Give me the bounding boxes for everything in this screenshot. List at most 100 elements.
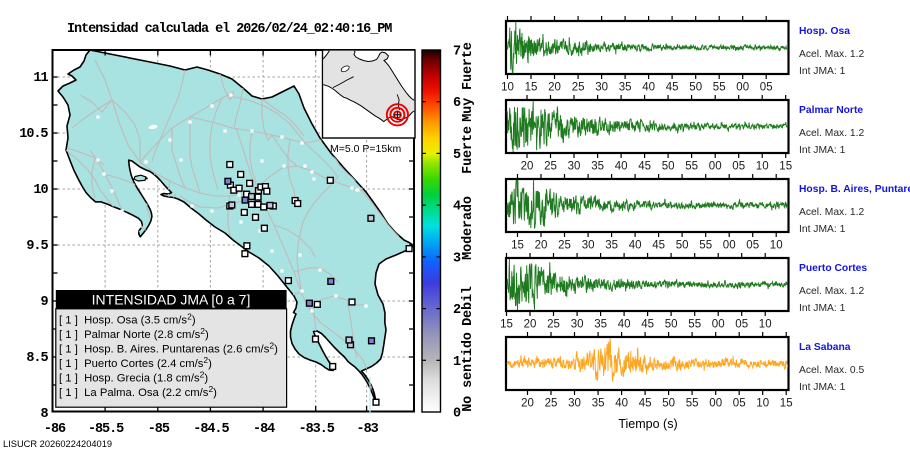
- svg-text:Acel. Max. 1.2: Acel. Max. 1.2: [799, 128, 865, 139]
- svg-text:Muy Fuerte: Muy Fuerte: [461, 42, 476, 122]
- svg-text:10: 10: [756, 161, 769, 173]
- svg-text:Acel. Max. 0.5: Acel. Max. 0.5: [799, 365, 865, 376]
- svg-text:Fuerte: Fuerte: [461, 126, 476, 174]
- svg-text:10: 10: [770, 240, 783, 252]
- svg-text:Tiempo (s): Tiempo (s): [618, 417, 677, 431]
- svg-text:Acel. Max. 1.2: Acel. Max. 1.2: [799, 286, 865, 297]
- svg-text:05: 05: [746, 240, 759, 252]
- svg-text:50: 50: [665, 319, 678, 331]
- svg-text:50: 50: [662, 161, 675, 173]
- svg-text:-84.5: -84.5: [193, 422, 229, 437]
- svg-text:45: 45: [641, 319, 654, 331]
- svg-text:55: 55: [713, 82, 726, 94]
- svg-text:20: 20: [521, 398, 534, 410]
- svg-text:25: 25: [544, 161, 557, 173]
- svg-text:No sentido: No sentido: [461, 332, 476, 412]
- svg-text:55: 55: [686, 398, 699, 410]
- svg-text:35: 35: [619, 82, 632, 94]
- svg-text:40: 40: [615, 161, 628, 173]
- svg-text:[ 1 ] Puerto Cortes (2.4 cm/s: [ 1 ] Puerto Cortes (2.4 cm/s2): [59, 355, 212, 370]
- svg-text:55: 55: [699, 240, 712, 252]
- svg-text:20: 20: [535, 240, 548, 252]
- svg-text:15: 15: [780, 398, 793, 410]
- svg-text:05: 05: [732, 161, 745, 173]
- svg-text:La Sabana: La Sabana: [799, 342, 851, 353]
- svg-text:Palmar Norte: Palmar Norte: [799, 105, 863, 116]
- svg-text:10: 10: [759, 319, 772, 331]
- svg-text:35: 35: [592, 398, 605, 410]
- svg-text:Moderado: Moderado: [461, 196, 476, 260]
- svg-text:50: 50: [676, 240, 689, 252]
- svg-text:0: 0: [453, 407, 461, 422]
- svg-text:35: 35: [591, 161, 604, 173]
- svg-text:10.5: 10.5: [19, 127, 48, 142]
- svg-text:-86: -86: [44, 422, 66, 437]
- svg-text:-83: -83: [357, 422, 379, 437]
- svg-text:3: 3: [453, 251, 461, 266]
- svg-text:[ 1 ] Hosp. Grecia (1.8 cm/s2: [ 1 ] Hosp. Grecia (1.8 cm/s2): [59, 370, 208, 385]
- svg-text:25: 25: [545, 398, 558, 410]
- svg-text:[ 1 ] Hosp. Osa (3.5 cm/s2): [ 1 ] Hosp. Osa (3.5 cm/s2): [59, 312, 196, 327]
- svg-text:40: 40: [629, 240, 642, 252]
- svg-text:11: 11: [33, 71, 48, 86]
- svg-text:15: 15: [779, 161, 792, 173]
- svg-text:20: 20: [548, 82, 561, 94]
- svg-text:30: 30: [571, 319, 584, 331]
- svg-text:50: 50: [662, 398, 675, 410]
- svg-text:[ 1 ] Palmar Norte (2.8 cm/s2: [ 1 ] Palmar Norte (2.8 cm/s2): [59, 326, 209, 341]
- svg-text:00: 00: [736, 82, 749, 94]
- svg-text:20: 20: [524, 319, 537, 331]
- svg-text:05: 05: [735, 319, 748, 331]
- svg-text:Puerto Cortes: Puerto Cortes: [799, 263, 867, 274]
- svg-text:40: 40: [618, 319, 631, 331]
- svg-text:30: 30: [568, 161, 581, 173]
- svg-text:Acel. Max. 1.2: Acel. Max. 1.2: [799, 49, 865, 60]
- svg-text:Intensidad calculada el 2026/0: Intensidad calculada el 2026/02/24_02:40…: [67, 22, 392, 37]
- svg-text:6: 6: [453, 96, 461, 111]
- svg-text:25: 25: [558, 240, 571, 252]
- svg-text:LISUCR 20260224204019: LISUCR 20260224204019: [3, 439, 112, 449]
- svg-text:4: 4: [453, 200, 461, 215]
- svg-text:15: 15: [500, 319, 513, 331]
- svg-text:55: 55: [685, 161, 698, 173]
- svg-text:Int JMA: 1: Int JMA: 1: [799, 145, 846, 156]
- svg-text:00: 00: [723, 240, 736, 252]
- svg-text:7: 7: [453, 45, 461, 60]
- svg-text:Acel. Max. 1.2: Acel. Max. 1.2: [799, 207, 865, 218]
- svg-text:[ 1 ] Hosp. B. Aires. Puntare: [ 1 ] Hosp. B. Aires. Puntarenas (2.6 cm…: [59, 341, 278, 356]
- svg-text:35: 35: [594, 319, 607, 331]
- svg-text:40: 40: [642, 82, 655, 94]
- svg-text:Hosp. B. Aires, Puntarenas: Hosp. B. Aires, Puntarenas: [799, 184, 910, 195]
- svg-text:8: 8: [40, 407, 48, 422]
- svg-text:30: 30: [568, 398, 581, 410]
- svg-text:40: 40: [615, 398, 628, 410]
- svg-text:-85: -85: [148, 422, 170, 437]
- svg-text:[ 1 ] La Palma. Osa (2.2 cm/s: [ 1 ] La Palma. Osa (2.2 cm/s2): [59, 384, 217, 399]
- svg-text:35: 35: [605, 240, 618, 252]
- svg-text:15: 15: [525, 82, 538, 94]
- svg-text:2: 2: [453, 303, 461, 318]
- svg-text:45: 45: [638, 161, 651, 173]
- svg-text:00: 00: [709, 161, 722, 173]
- svg-text:25: 25: [547, 319, 560, 331]
- svg-text:9.5: 9.5: [26, 239, 48, 254]
- svg-text:45: 45: [639, 398, 652, 410]
- svg-text:Debil: Debil: [461, 286, 476, 326]
- svg-text:8.5: 8.5: [26, 351, 48, 366]
- svg-text:Hosp. Osa: Hosp. Osa: [799, 26, 850, 37]
- svg-text:9: 9: [40, 295, 48, 310]
- svg-text:1: 1: [453, 355, 461, 370]
- svg-text:Int JMA: 1: Int JMA: 1: [799, 224, 846, 235]
- svg-text:50: 50: [689, 82, 702, 94]
- svg-text:INTENSIDAD JMA [0 a 7]: INTENSIDAD JMA [0 a 7]: [92, 292, 251, 308]
- svg-text:5: 5: [453, 148, 461, 163]
- svg-text:10: 10: [501, 82, 514, 94]
- svg-text:25: 25: [572, 82, 585, 94]
- svg-text:30: 30: [582, 240, 595, 252]
- svg-text:20: 20: [521, 161, 534, 173]
- svg-text:Int JMA: 1: Int JMA: 1: [799, 303, 846, 314]
- svg-text:-83.5: -83.5: [299, 422, 335, 437]
- svg-text:10: 10: [33, 183, 48, 198]
- svg-text:00: 00: [709, 398, 722, 410]
- svg-text:M=5.0 P=15km: M=5.0 P=15km: [330, 143, 401, 155]
